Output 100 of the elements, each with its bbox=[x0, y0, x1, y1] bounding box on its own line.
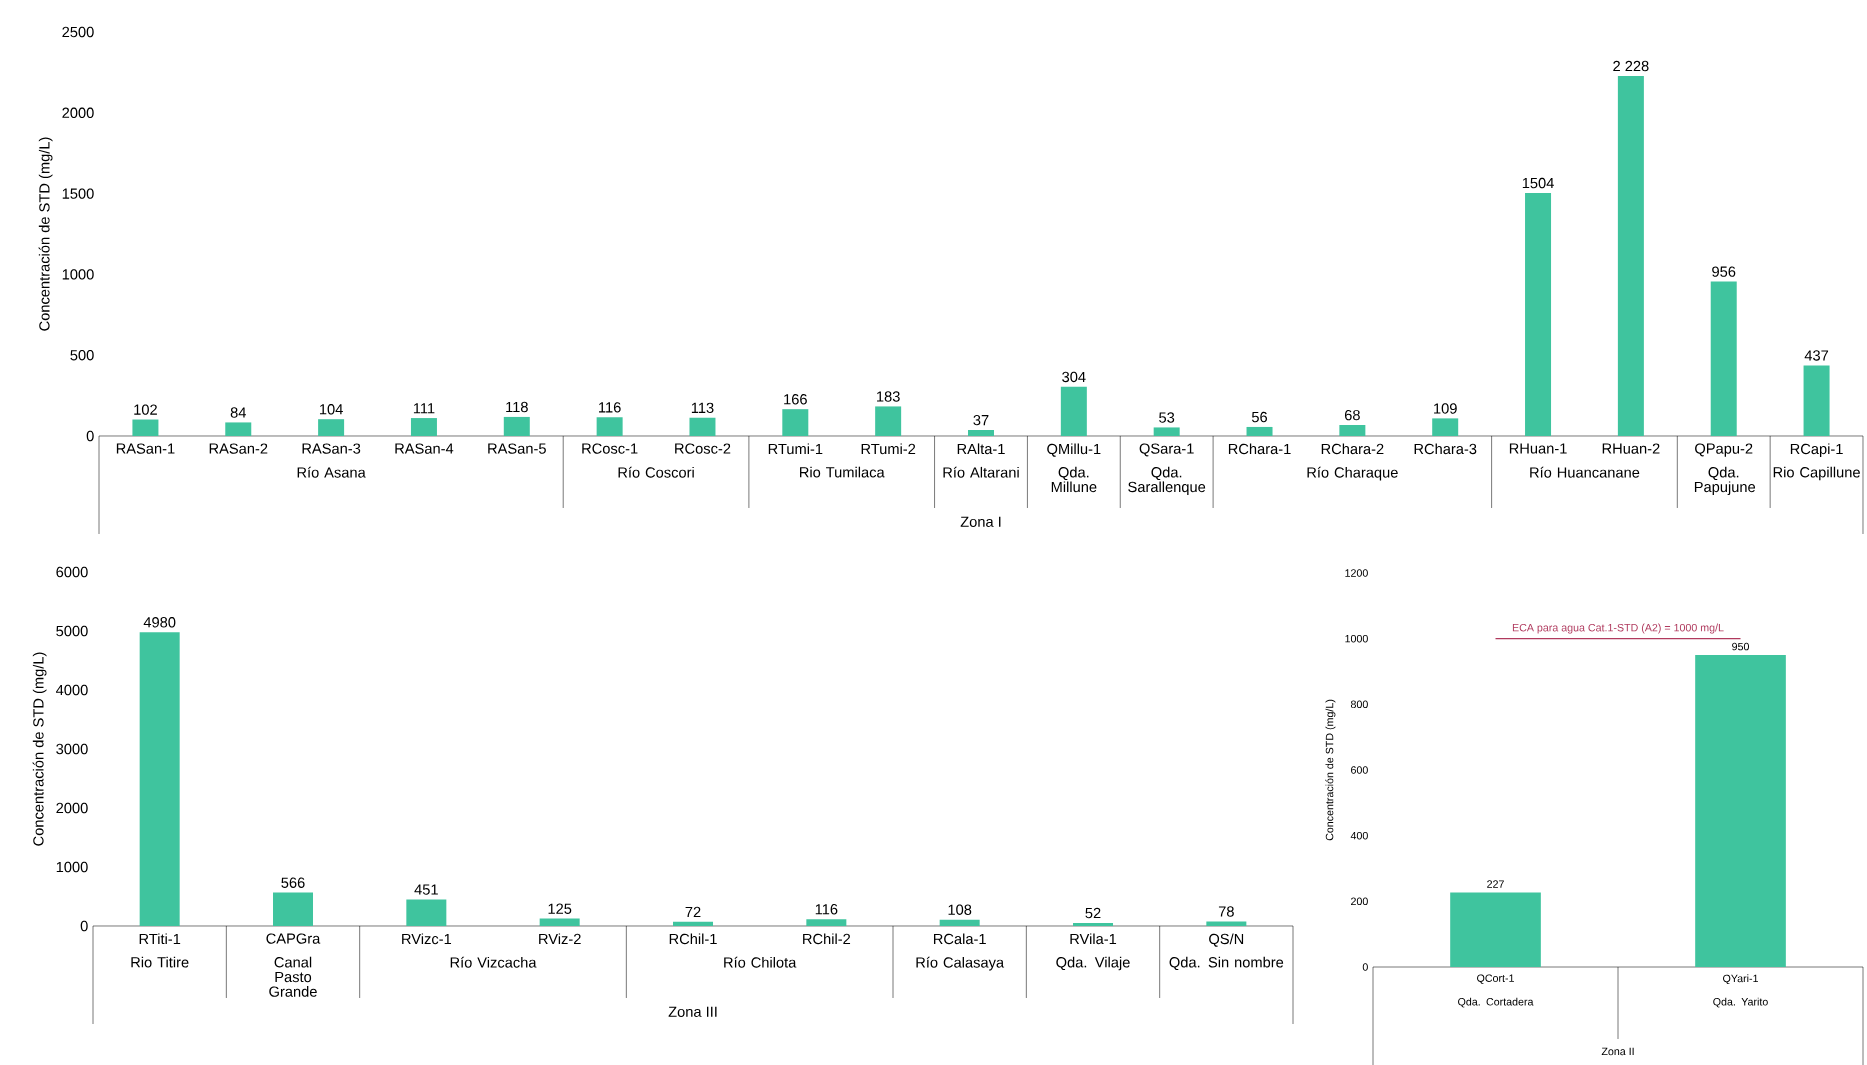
y-tick-label: 600 bbox=[1351, 766, 1368, 774]
text: Rio Tumilaca bbox=[800, 466, 885, 478]
bar bbox=[225, 422, 252, 436]
data-label: 956 bbox=[1712, 266, 1736, 277]
bar bbox=[139, 632, 180, 926]
bar bbox=[1432, 418, 1459, 436]
x-tick-label: RTiti-1 bbox=[139, 933, 181, 944]
bar bbox=[939, 919, 980, 926]
y-tick-label: 200 bbox=[1351, 897, 1368, 905]
y-axis-title: Concentración de STD (mg/L) bbox=[32, 652, 47, 846]
x-tick-label: RASan-3 bbox=[302, 443, 361, 454]
x-tick-label: QSara-1 bbox=[1139, 443, 1194, 457]
y-tick-label: 6000 bbox=[56, 566, 88, 578]
x-tick-label: RVila-1 bbox=[1070, 933, 1117, 945]
data-label: 227 bbox=[1487, 880, 1504, 888]
y-axis-title: Concentración de STD (mg/L) bbox=[38, 137, 53, 331]
data-label: 116 bbox=[599, 402, 621, 413]
text: Rio Titire bbox=[131, 956, 189, 968]
x-tick-label: RASan-1 bbox=[116, 443, 175, 454]
bar bbox=[782, 409, 809, 436]
text: Río Altarani bbox=[943, 466, 1019, 478]
bar bbox=[1617, 75, 1644, 436]
data-label: 113 bbox=[691, 402, 714, 413]
bar bbox=[318, 419, 345, 436]
x-tick-label: RCapi-1 bbox=[1790, 443, 1843, 457]
x-tick-label: RChara-2 bbox=[1321, 443, 1384, 455]
y-tick-label: 2000 bbox=[56, 802, 88, 814]
bar bbox=[689, 417, 716, 436]
y-tick-label: 500 bbox=[70, 349, 94, 361]
data-label: 72 bbox=[685, 906, 701, 917]
data-label: 37 bbox=[973, 414, 989, 426]
data-label: 437 bbox=[1804, 350, 1829, 361]
y-tick-label: 800 bbox=[1350, 700, 1368, 708]
data-label: 68 bbox=[1344, 409, 1360, 421]
bar bbox=[673, 921, 714, 926]
bar bbox=[1710, 281, 1737, 436]
x-axis-title: Zona III bbox=[668, 1006, 717, 1017]
y-tick-label: 4000 bbox=[56, 684, 88, 696]
text: Río Vizcacha bbox=[450, 956, 537, 968]
bar bbox=[1060, 386, 1087, 436]
x-tick-label: RCala-1 bbox=[933, 933, 986, 945]
x-tick-label: QS/N bbox=[1209, 933, 1244, 947]
data-label: 111 bbox=[413, 403, 435, 414]
data-label: 53 bbox=[1159, 412, 1175, 423]
text: Río Coscori bbox=[618, 466, 694, 478]
x-tick-label: RHuan-2 bbox=[1602, 443, 1660, 454]
y-axis-title: Concentración de STD (mg/L) bbox=[1325, 699, 1336, 841]
data-label: 56 bbox=[1251, 411, 1268, 423]
text: Qda. Papujune bbox=[1694, 466, 1756, 495]
data-label: 1504 bbox=[1522, 177, 1554, 189]
bar bbox=[1206, 921, 1247, 926]
text: Qda. Sarallenque bbox=[1128, 466, 1206, 495]
x-tick-label: RHuan-1 bbox=[1509, 443, 1567, 454]
data-label: 183 bbox=[877, 391, 900, 402]
text: Qda. Cortadera bbox=[1458, 997, 1534, 1008]
y-tick-label: 0 bbox=[1362, 963, 1368, 971]
bar bbox=[1525, 192, 1552, 436]
x-tick-label: RChara-3 bbox=[1414, 443, 1477, 455]
bar bbox=[273, 892, 314, 926]
bar bbox=[406, 899, 447, 926]
data-label: 84 bbox=[230, 407, 246, 418]
data-label: 4980 bbox=[143, 616, 176, 628]
text: Canal Pasto Grande bbox=[269, 956, 317, 997]
x-tick-label: RCosc-2 bbox=[675, 443, 731, 454]
bar bbox=[1153, 427, 1180, 436]
text: Qda. Yarito bbox=[1713, 997, 1768, 1008]
bar bbox=[539, 918, 580, 926]
y-tick-label: 2000 bbox=[62, 107, 94, 118]
y-tick-label: 1500 bbox=[62, 188, 94, 199]
bar bbox=[968, 429, 994, 436]
text: Río Charaque bbox=[1307, 466, 1398, 481]
x-tick-label: RChara-1 bbox=[1228, 443, 1291, 455]
x-tick-label: RASan-5 bbox=[488, 443, 546, 454]
data-label: 566 bbox=[281, 877, 305, 888]
y-tick-label: 3000 bbox=[56, 743, 88, 755]
text: Río Chilota bbox=[724, 956, 797, 968]
bar bbox=[1339, 424, 1366, 436]
bar bbox=[132, 419, 159, 436]
bar bbox=[1803, 365, 1830, 436]
data-label: 2 228 bbox=[1613, 60, 1649, 72]
x-tick-label: RVizc-1 bbox=[402, 933, 452, 945]
y-tick-label: 0 bbox=[86, 430, 94, 442]
x-tick-label: RCosc-1 bbox=[582, 443, 638, 454]
x-tick-label: RAlta-1 bbox=[957, 443, 1005, 455]
bar bbox=[875, 406, 902, 436]
data-label: 304 bbox=[1062, 371, 1086, 383]
bar bbox=[596, 417, 623, 436]
data-label: 116 bbox=[815, 903, 838, 915]
x-tick-label: QPapu-2 bbox=[1695, 443, 1753, 457]
bar bbox=[1073, 922, 1114, 926]
x-tick-label: QCort-1 bbox=[1477, 974, 1514, 984]
data-label: 104 bbox=[319, 403, 343, 415]
ref-line-label: ECA para agua Cat.1-STD (A2) = 1000 mg/L bbox=[1512, 623, 1724, 634]
x-tick-label: QMillu-1 bbox=[1047, 443, 1101, 457]
text: Rio Capillune bbox=[1773, 466, 1860, 481]
y-tick-label: 2500 bbox=[62, 26, 94, 38]
data-label: 108 bbox=[948, 904, 972, 915]
text: Río Huancanane bbox=[1530, 466, 1640, 478]
y-tick-label: 1000 bbox=[56, 861, 88, 873]
data-label: 166 bbox=[784, 393, 807, 405]
